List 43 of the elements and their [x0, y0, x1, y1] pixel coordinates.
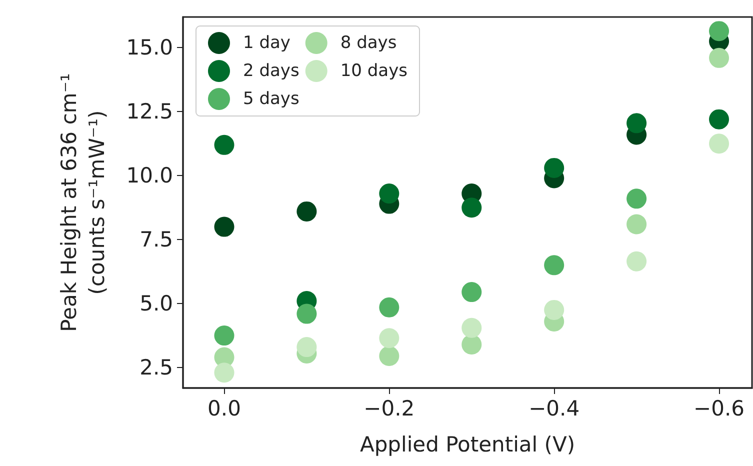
x-axis-title: Applied Potential (V): [360, 432, 576, 456]
legend-label: 5 days: [243, 89, 300, 109]
y-tick-label: 10.0: [126, 164, 173, 188]
point: [214, 216, 234, 237]
point: [214, 326, 234, 346]
point: [296, 304, 317, 324]
legend-label: 8 days: [340, 33, 397, 53]
x-tick-label: −0.2: [364, 396, 415, 420]
y-tick-label: 2.5: [140, 356, 173, 380]
y-tick-label: 12.5: [126, 100, 173, 124]
point: [214, 362, 234, 383]
point: [379, 297, 400, 318]
x-tick-label: −0.6: [694, 396, 745, 420]
y-axis-title: Peak Height at 636 cm⁻¹ (counts s⁻¹mW⁻¹): [57, 73, 109, 332]
y-tick-label: 15.0: [126, 36, 173, 60]
point: [626, 214, 647, 234]
y-tick-label: 5.0: [140, 292, 173, 316]
point: [379, 346, 400, 366]
point: [462, 334, 482, 354]
point: [462, 318, 482, 338]
point: [709, 21, 730, 42]
y-tick-label: 7.5: [140, 228, 173, 252]
point: [214, 134, 234, 155]
point: [379, 328, 400, 348]
legend-label: 1 day: [243, 33, 290, 53]
point: [544, 158, 564, 178]
point: [709, 134, 730, 154]
point: [379, 184, 400, 204]
point: [544, 255, 564, 276]
point: [296, 201, 317, 222]
point: [296, 337, 317, 358]
point: [462, 198, 482, 218]
point: [462, 282, 482, 302]
point: [626, 251, 647, 272]
point: [544, 300, 564, 320]
point: [626, 188, 647, 209]
x-tick-label: 0.0: [208, 396, 241, 420]
point: [709, 48, 730, 68]
point: [709, 109, 730, 130]
point: [626, 113, 647, 134]
legend-label: 2 days: [243, 61, 300, 81]
legend-label: 10 days: [340, 61, 408, 81]
x-tick-label: −0.4: [528, 396, 580, 420]
